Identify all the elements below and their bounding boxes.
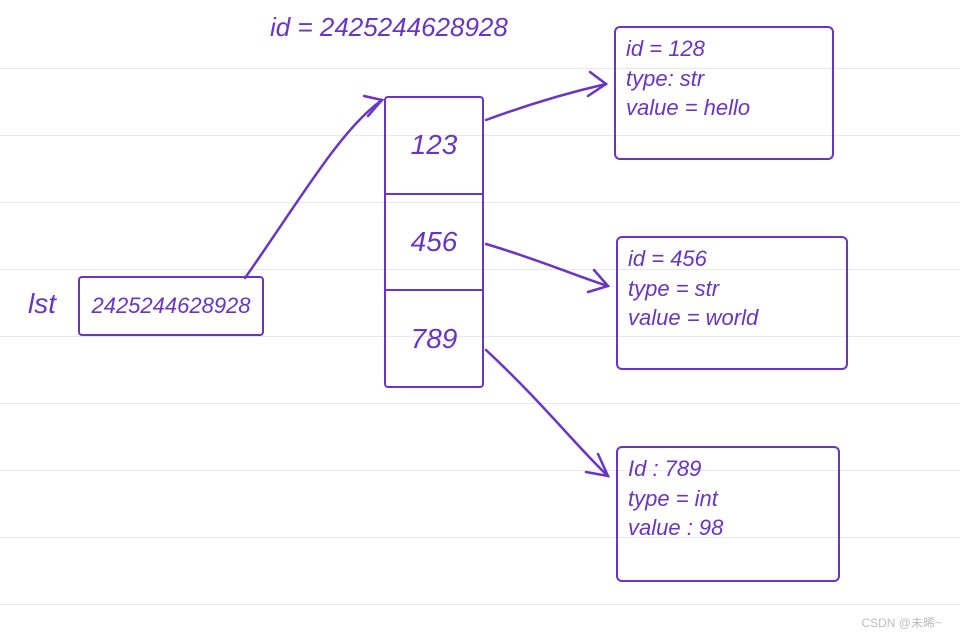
arrow-var-to-list-head: [364, 96, 382, 116]
arrow-cell2-to-obj2: [486, 350, 608, 476]
rule-line: [0, 403, 960, 404]
object-0-value: value = hello: [626, 93, 822, 123]
object-0-id: id = 128: [626, 34, 822, 64]
object-2-value: value : 98: [628, 513, 828, 543]
list-cell-1-value: 456: [411, 226, 458, 258]
object-2-id: Id : 789: [628, 454, 828, 484]
watermark: CSDN @未晞~: [861, 614, 942, 631]
object-box-1: id = 456 type = str value = world: [616, 236, 848, 370]
object-box-0: id = 128 type: str value = hello: [614, 26, 834, 160]
object-box-2: Id : 789 type = int value : 98: [616, 446, 840, 582]
list-cell-2-value: 789: [411, 323, 458, 355]
arrow-cell1-to-obj1-head: [588, 270, 608, 292]
rule-line: [0, 604, 960, 605]
list-cell-1: 456: [386, 195, 482, 292]
object-1-type: type = str: [628, 274, 836, 304]
arrow-cell0-to-obj0-head: [588, 72, 606, 96]
variable-box: 2425244628928: [78, 276, 264, 336]
object-0-type: type: str: [626, 64, 822, 94]
list-cell-0: 123: [386, 98, 482, 195]
list-cell-2: 789: [386, 291, 482, 386]
list-cell-0-value: 123: [411, 129, 458, 161]
variable-name: lst: [28, 288, 56, 320]
object-1-value: value = world: [628, 303, 836, 333]
object-2-type: type = int: [628, 484, 828, 514]
arrow-var-to-list: [245, 100, 382, 278]
arrow-cell2-to-obj2-head: [586, 454, 608, 476]
list-box: 123 456 789: [384, 96, 484, 388]
list-id-label: id = 2425244628928: [270, 12, 508, 43]
variable-value: 2425244628928: [91, 293, 250, 319]
arrow-cell1-to-obj1: [486, 244, 608, 286]
object-1-id: id = 456: [628, 244, 836, 274]
arrow-cell0-to-obj0: [486, 84, 606, 120]
